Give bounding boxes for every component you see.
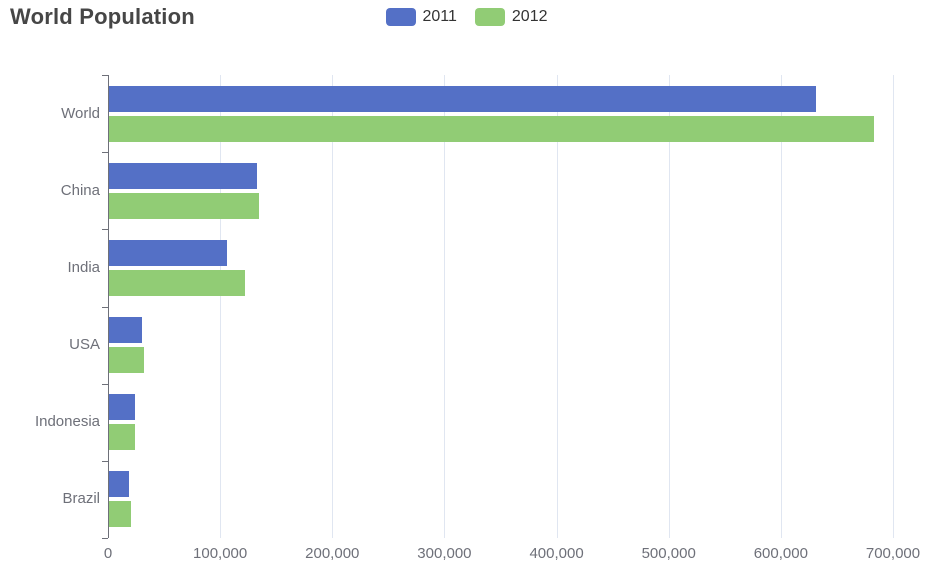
- y-axis-tick: [102, 460, 108, 462]
- bar-2012-brazil[interactable]: [109, 501, 131, 528]
- bar-2012-world[interactable]: [109, 115, 874, 142]
- y-axis-line: [108, 75, 109, 538]
- bar-2011-china[interactable]: [109, 162, 257, 189]
- bar-2011-brazil[interactable]: [109, 471, 130, 498]
- legend-swatch-icon: [474, 8, 505, 26]
- bar-2011-india[interactable]: [109, 239, 227, 266]
- legend-label: 2011: [422, 8, 457, 25]
- y-axis-label-world: World: [61, 104, 100, 122]
- legend-item-2012[interactable]: 2012: [474, 8, 548, 26]
- y-axis-label-china: China: [60, 181, 100, 199]
- x-gridline: [556, 75, 558, 538]
- bar-2012-indonesia[interactable]: [109, 424, 136, 451]
- y-axis-tick: [102, 538, 108, 539]
- bar-2011-indonesia[interactable]: [109, 394, 136, 421]
- x-axis-label: 300,000: [417, 545, 472, 562]
- chart-title: World Population: [10, 4, 195, 29]
- x-axis-label: 0: [103, 545, 113, 562]
- y-axis-label-brazil: Brazil: [62, 490, 100, 508]
- legend-swatch-icon: [385, 8, 416, 26]
- x-axis-label: 400,000: [529, 545, 584, 562]
- legend-label: 2012: [511, 8, 548, 25]
- legend-item-2011[interactable]: 2011: [385, 8, 457, 26]
- y-axis-tick: [102, 383, 108, 385]
- bar-2012-usa[interactable]: [109, 347, 144, 374]
- x-gridline: [893, 75, 894, 538]
- x-gridline: [444, 75, 446, 538]
- y-axis-label-indonesia: Indonesia: [34, 413, 100, 431]
- x-gridline: [332, 75, 334, 538]
- bar-2012-china[interactable]: [109, 192, 260, 219]
- bar-2011-world[interactable]: [109, 85, 816, 112]
- y-axis-tick: [102, 152, 108, 154]
- x-axis-label: 700,000: [865, 545, 921, 562]
- x-gridline: [780, 75, 782, 538]
- legend: 2011 2012: [0, 8, 933, 26]
- bar-2011-usa[interactable]: [109, 317, 142, 344]
- x-axis-label: 200,000: [305, 545, 360, 562]
- y-axis-label-india: India: [67, 258, 100, 276]
- x-gridline: [220, 75, 222, 538]
- x-axis-label: 600,000: [753, 545, 808, 562]
- x-axis-label: 100,000: [193, 545, 248, 562]
- bar-2012-india[interactable]: [109, 269, 246, 296]
- y-axis-tick: [102, 306, 108, 308]
- y-axis-label-usa: USA: [69, 336, 100, 354]
- y-axis-tick: [102, 229, 108, 231]
- y-axis-tick: [102, 75, 108, 76]
- x-axis-label: 500,000: [641, 545, 696, 562]
- x-gridline: [668, 75, 670, 538]
